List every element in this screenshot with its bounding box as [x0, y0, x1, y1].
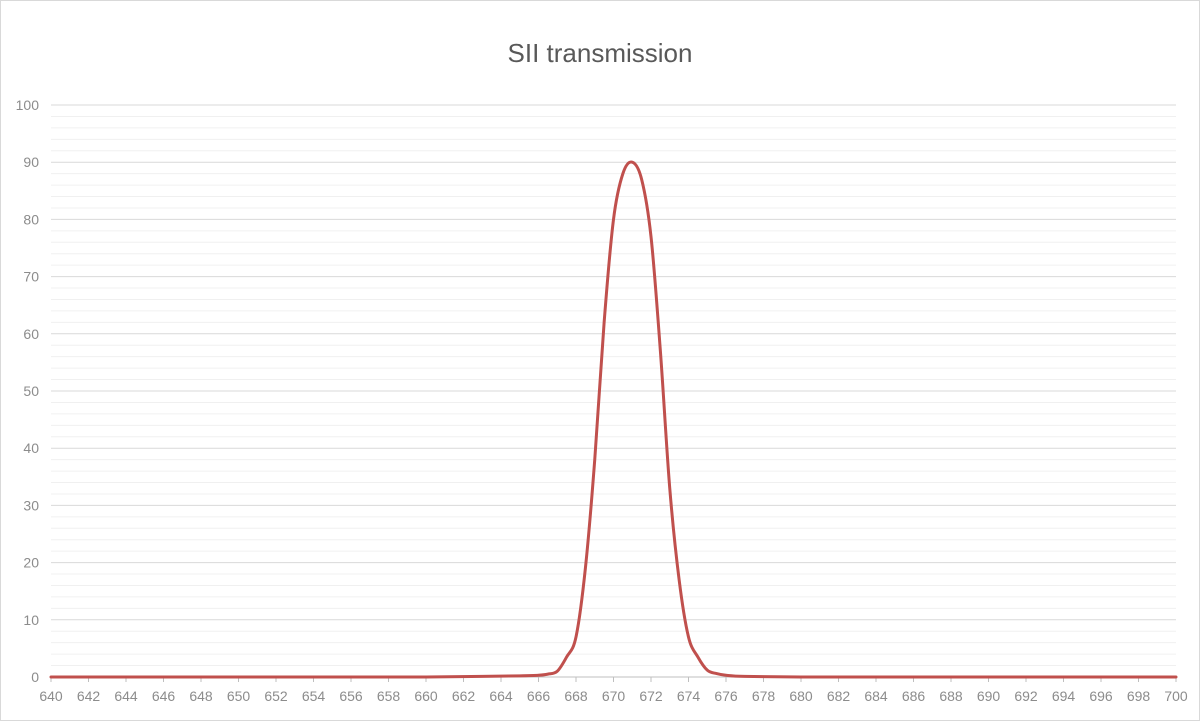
- series-line: [49, 160, 1178, 679]
- x-tick-label: 684: [864, 688, 888, 704]
- y-tick-label: 50: [23, 383, 39, 399]
- x-tick-label: 680: [789, 688, 813, 704]
- x-tick-label: 662: [452, 688, 476, 704]
- x-tick-label: 696: [1089, 688, 1113, 704]
- y-tick-label: 70: [23, 269, 39, 285]
- x-tick-label: 674: [677, 688, 701, 704]
- x-axis-ticks: 640 642 644 646 648 650 652 654 656 658 660 662 664 6…: [39, 677, 1188, 704]
- x-tick-label: 700: [1164, 688, 1188, 704]
- major-gridlines: [51, 104, 1176, 678]
- x-tick-label: 682: [827, 688, 851, 704]
- x-tick-label: 698: [1127, 688, 1151, 704]
- x-tick-label: 642: [77, 688, 101, 704]
- y-tick-label: 0: [31, 669, 39, 685]
- x-tick-label: 654: [302, 688, 326, 704]
- x-tick-label: 648: [189, 688, 213, 704]
- y-tick-label: 40: [23, 440, 39, 456]
- y-tick-label: 10: [23, 612, 39, 628]
- y-tick-label: 20: [23, 555, 39, 571]
- y-tick-label: 90: [23, 154, 39, 170]
- y-tick-label: 100: [16, 97, 40, 113]
- x-tick-label: 646: [152, 688, 176, 704]
- x-tick-label: 668: [564, 688, 588, 704]
- x-tick-label: 640: [39, 688, 63, 704]
- y-axis-ticks: 0 10 20 30 40 50 60 70 80 90 100: [16, 97, 40, 685]
- x-tick-label: 670: [602, 688, 626, 704]
- x-tick-label: 692: [1014, 688, 1038, 704]
- x-tick-label: 650: [227, 688, 251, 704]
- x-tick-label: 644: [114, 688, 138, 704]
- x-tick-label: 672: [639, 688, 663, 704]
- x-tick-label: 666: [527, 688, 551, 704]
- x-tick-label: 678: [752, 688, 776, 704]
- x-tick-label: 686: [902, 688, 926, 704]
- x-tick-label: 676: [714, 688, 738, 704]
- x-tick-label: 694: [1052, 688, 1076, 704]
- x-tick-label: 658: [377, 688, 401, 704]
- x-tick-label: 652: [264, 688, 288, 704]
- x-tick-label: 688: [939, 688, 963, 704]
- y-tick-label: 30: [23, 497, 39, 513]
- x-tick-label: 660: [414, 688, 438, 704]
- chart-title: SII transmission: [507, 38, 693, 68]
- x-tick-label: 690: [977, 688, 1001, 704]
- series-layer: [49, 160, 1178, 679]
- x-tick-label: 656: [339, 688, 363, 704]
- y-tick-label: 60: [23, 326, 39, 342]
- y-tick-label: 80: [23, 211, 39, 227]
- x-tick-label: 664: [489, 688, 513, 704]
